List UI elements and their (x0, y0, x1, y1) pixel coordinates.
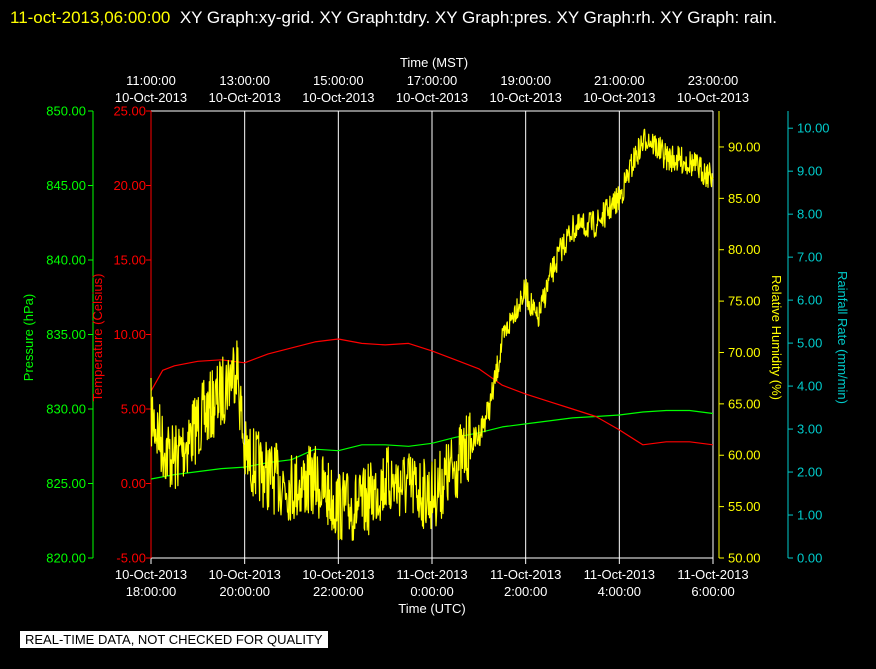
temperature-tick-label: 25.00 (113, 104, 146, 119)
rain-tick-label: 3.00 (797, 422, 822, 437)
bottom-tick-date: 11-Oct-2013 (490, 567, 561, 582)
top-tick-time: 11:00:00 (126, 73, 176, 88)
top-tick-time: 15:00:00 (313, 73, 364, 88)
pressure-tick-label: 840.00 (46, 253, 86, 268)
rain-tick-label: 0.00 (797, 551, 822, 566)
temperature-tick-label: 10.00 (113, 327, 146, 342)
rain-tick-label: 7.00 (797, 250, 822, 265)
top-tick-date: 10-Oct-2013 (677, 90, 749, 105)
temperature-tick-label: 20.00 (113, 178, 146, 193)
pressure-axis-title: Pressure (hPa) (21, 294, 36, 381)
rain-tick-label: 9.00 (797, 164, 822, 179)
rain-tick-label: 4.00 (797, 379, 822, 394)
bottom-tick-time: 0:00:00 (410, 584, 453, 599)
top-tick-date: 10-Oct-2013 (209, 90, 281, 105)
top-tick-time: 21:00:00 (594, 73, 645, 88)
bottom-tick-time: 20:00:00 (219, 584, 270, 599)
bottom-tick-date: 10-Oct-2013 (302, 567, 374, 582)
bottom-tick-time: 6:00:00 (691, 584, 734, 599)
humidity-tick-label: 80.00 (728, 242, 761, 257)
bottom-axis-title: Time (UTC) (398, 601, 465, 616)
humidity-tick-label: 85.00 (728, 191, 761, 206)
bottom-tick-time: 22:00:00 (313, 584, 364, 599)
humidity-tick-label: 70.00 (728, 345, 761, 360)
pressure-tick-label: 820.00 (46, 551, 86, 566)
bottom-tick-time: 2:00:00 (504, 584, 547, 599)
temperature-tick-label: -5.00 (116, 551, 146, 566)
top-tick-date: 10-Oct-2013 (115, 90, 187, 105)
quality-notice: REAL-TIME DATA, NOT CHECKED FOR QUALITY (20, 631, 328, 648)
temperature-tick-label: 5.00 (121, 402, 146, 417)
temperature-tick-label: 0.00 (121, 476, 146, 491)
temperature-axis-title: Temperature (Celsius) (90, 274, 105, 402)
top-tick-time: 19:00:00 (500, 73, 551, 88)
top-tick-date: 10-Oct-2013 (302, 90, 374, 105)
rain-tick-label: 8.00 (797, 207, 822, 222)
bottom-tick-date: 10-Oct-2013 (115, 567, 187, 582)
bottom-tick-date: 11-Oct-2013 (584, 567, 655, 582)
pressure-tick-label: 835.00 (46, 327, 86, 342)
top-tick-time: 13:00:00 (219, 73, 270, 88)
humidity-tick-label: 90.00 (728, 139, 761, 154)
pressure-tick-label: 825.00 (46, 476, 86, 491)
temperature-series-line (150, 338, 714, 446)
top-tick-time: 23:00:00 (688, 73, 739, 88)
top-tick-date: 10-Oct-2013 (490, 90, 562, 105)
humidity-tick-label: 65.00 (728, 396, 761, 411)
rain-tick-label: 6.00 (797, 293, 822, 308)
top-axis-title: Time (MST) (400, 55, 468, 70)
rain-tick-label: 2.00 (797, 465, 822, 480)
humidity-tick-label: 75.00 (728, 294, 761, 309)
humidity-series-line (150, 128, 714, 541)
bottom-tick-date: 11-Oct-2013 (396, 567, 467, 582)
header-timestamp: 11-oct-2013,06:00:00 (10, 8, 171, 27)
header-graph-list: XY Graph:xy-grid. XY Graph:tdry. XY Grap… (179, 8, 778, 27)
rain-tick-label: 10.00 (797, 121, 830, 136)
pressure-tick-label: 850.00 (46, 104, 86, 119)
graph-header: 11-oct-2013,06:00:00 XY Graph:xy-grid. X… (10, 4, 866, 31)
bottom-tick-time: 18:00:00 (126, 584, 177, 599)
bottom-tick-time: 4:00:00 (598, 584, 641, 599)
top-tick-date: 10-Oct-2013 (396, 90, 468, 105)
temperature-tick-label: 15.00 (113, 253, 146, 268)
humidity-tick-label: 55.00 (728, 499, 761, 514)
top-tick-date: 10-Oct-2013 (583, 90, 655, 105)
bottom-tick-date: 11-Oct-2013 (677, 567, 748, 582)
top-tick-time: 17:00:00 (407, 73, 458, 88)
rain-axis-title: Rainfall Rate (mm/min) (835, 271, 850, 404)
humidity-tick-label: 50.00 (728, 551, 761, 566)
rain-tick-label: 1.00 (797, 508, 822, 523)
humidity-tick-label: 60.00 (728, 448, 761, 463)
pressure-tick-label: 830.00 (46, 402, 86, 417)
rain-tick-label: 5.00 (797, 336, 822, 351)
pressure-tick-label: 845.00 (46, 178, 86, 193)
humidity-axis-title: Relative Humidity (%) (769, 275, 784, 400)
bottom-tick-date: 10-Oct-2013 (209, 567, 281, 582)
